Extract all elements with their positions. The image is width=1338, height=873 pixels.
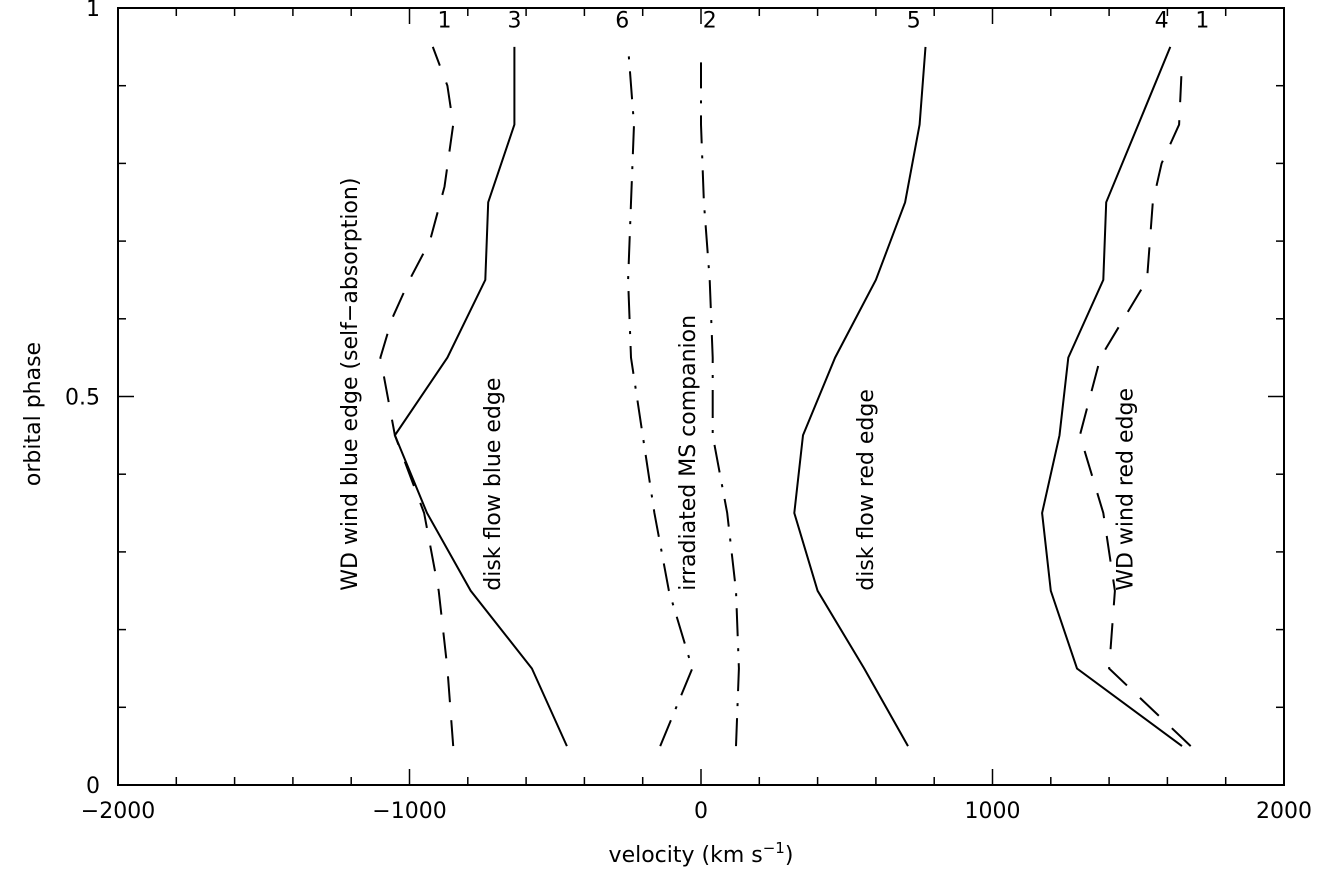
series-line-6 xyxy=(1041,46,1183,747)
y-axis-label: orbital phase xyxy=(21,342,46,486)
x-tick-label: 1000 xyxy=(965,799,1021,824)
x-axis-label: velocity (km s−1) xyxy=(609,839,794,868)
curve-number-label: 5 xyxy=(907,9,921,34)
curve-annotation: WD wind red edge xyxy=(1113,388,1138,591)
curve-number-label: 1 xyxy=(437,9,451,34)
axis-ticks xyxy=(117,7,1285,786)
curve-annotations: WD wind blue edge (self−absorption) disk … xyxy=(338,178,1138,591)
series-line-4 xyxy=(700,62,740,747)
y-tick-label: 0 xyxy=(86,774,100,799)
series-line-1 xyxy=(379,46,455,747)
y-tick-label: 0.5 xyxy=(65,386,100,411)
series-lines xyxy=(379,46,1192,747)
y-tick-label: 1 xyxy=(86,0,100,22)
axis-tick-labels: −2000 −1000 0 1000 2000 0 0.5 1 xyxy=(65,0,1312,824)
curve-number-label: 4 xyxy=(1155,9,1169,34)
x-tick-label: 0 xyxy=(694,799,708,824)
curve-number-label: 1 xyxy=(1195,9,1209,34)
curve-annotation: disk flow red edge xyxy=(854,389,879,591)
curve-annotation: WD wind blue edge (self−absorption) xyxy=(338,178,363,591)
x-tick-label: −1000 xyxy=(372,799,446,824)
x-tick-label: 2000 xyxy=(1256,799,1312,824)
series-line-5 xyxy=(793,46,927,747)
curve-numbers: 1 3 6 2 5 4 1 xyxy=(437,9,1209,34)
curve-number-label: 3 xyxy=(507,9,521,34)
curve-number-label: 2 xyxy=(703,9,717,34)
curve-annotation: irradiated MS companion xyxy=(676,315,701,591)
x-axis-label-close: ) xyxy=(785,843,794,868)
x-tick-label: −2000 xyxy=(81,799,155,824)
series-line-3 xyxy=(627,46,694,747)
series-line-2 xyxy=(393,46,568,747)
curve-number-label: 6 xyxy=(615,9,629,34)
x-axis-label-superscript: −1 xyxy=(763,839,785,857)
curve-annotation: disk flow blue edge xyxy=(481,378,506,591)
